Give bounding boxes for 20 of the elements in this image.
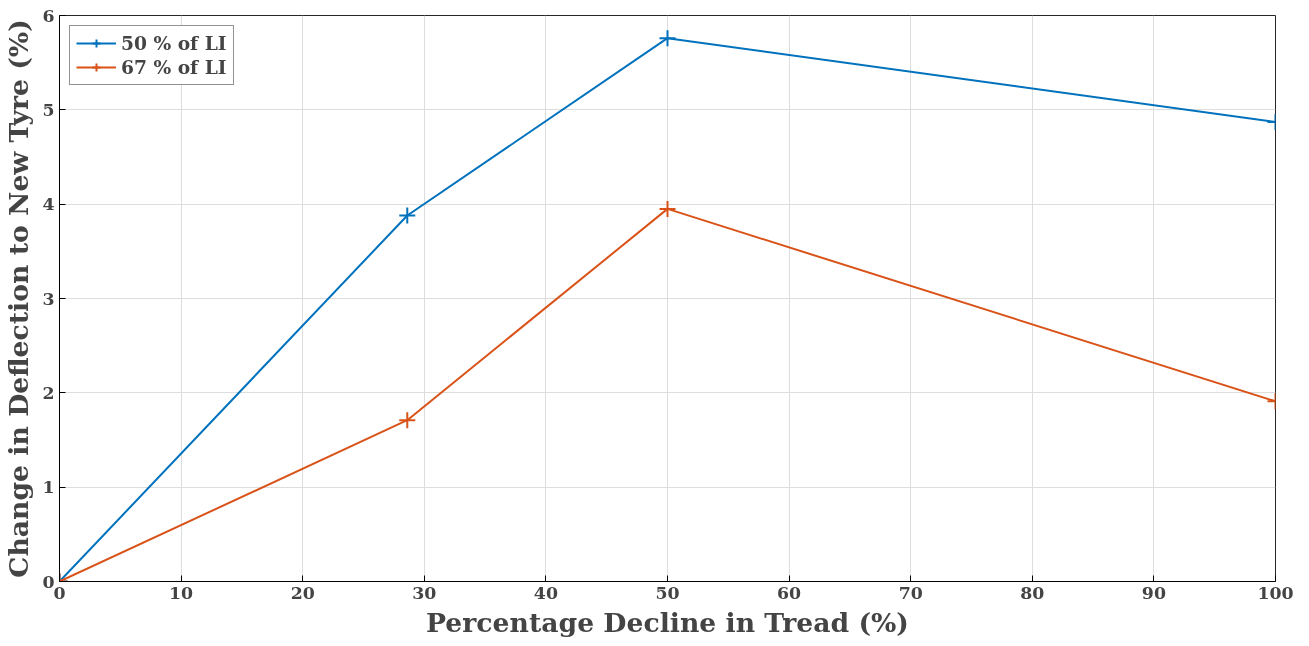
x-tick-label: 20 [290, 582, 315, 603]
x-tick-label: 90 [1141, 582, 1166, 603]
x-tick-label: 60 [777, 582, 802, 603]
x-tick-label: 30 [412, 582, 437, 603]
y-axis-title: Change in Deflection to New Tyre (%) [3, 19, 35, 578]
y-tick-label: 5 [42, 99, 55, 120]
x-tick-label: 100 [1257, 582, 1294, 603]
x-tick-label: 10 [169, 582, 194, 603]
x-tick-label: 80 [1020, 582, 1045, 603]
y-tick-label: 6 [42, 5, 55, 26]
y-tick-label: 1 [42, 477, 55, 498]
x-axis-title: Percentage Decline in Tread (%) [426, 606, 909, 638]
y-tick-label: 4 [42, 194, 55, 215]
x-tick-label: 40 [533, 582, 558, 603]
y-tick-label: 2 [42, 382, 55, 403]
legend-label: 50 % of LI [121, 32, 227, 54]
x-tick-label: 70 [898, 582, 923, 603]
legend-label: 67 % of LI [121, 56, 227, 78]
x-tick-label: 50 [655, 582, 680, 603]
y-tick-label: 3 [42, 288, 55, 309]
